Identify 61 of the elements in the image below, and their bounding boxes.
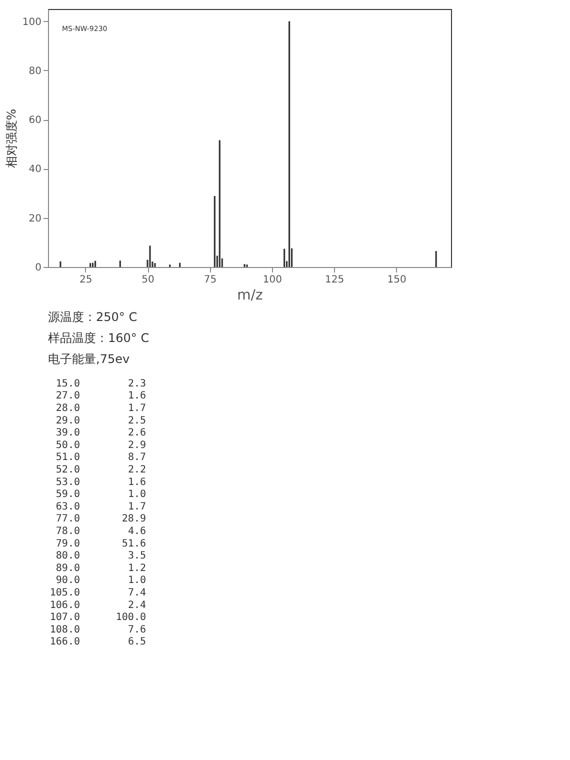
text: 4.6 (128, 526, 146, 538)
text: 28.0 (56, 403, 80, 414)
text: 2.4 (128, 600, 146, 611)
x-tick-label: 50 (142, 274, 154, 286)
text: 90.0 (56, 575, 80, 586)
text: 107.0 (50, 612, 80, 624)
x-tick-label: 125 (325, 274, 344, 286)
text: 1.7 (128, 403, 146, 414)
text: 1.0 (128, 575, 146, 586)
x-tick-label: 25 (79, 274, 92, 286)
text: 1.7 (128, 501, 146, 512)
text: 50.0 (56, 440, 80, 451)
text: 2.9 (128, 440, 146, 451)
y-axis-title: 相对强度% (4, 108, 18, 168)
y-tick-label: 20 (28, 213, 42, 224)
y-tick-label: 40 (28, 164, 42, 176)
text: 63.0 (56, 501, 80, 512)
text: 52.0 (56, 464, 80, 476)
text: 78.0 (56, 526, 80, 538)
text: 27.0 (56, 390, 80, 402)
text: 1.2 (128, 562, 146, 574)
text: 59.0 (56, 489, 80, 500)
x-tick-label: 100 (262, 274, 282, 286)
text: 15.0 (56, 378, 80, 390)
text: 77.0 (56, 514, 80, 525)
text: 39.0 (56, 428, 80, 439)
x-tick-label: 75 (204, 274, 217, 286)
text: 1.6 (128, 476, 146, 488)
text: 53.0 (56, 476, 80, 488)
text: 2.3 (128, 378, 146, 390)
text: 79.0 (56, 538, 80, 550)
text: 8.7 (128, 452, 146, 464)
text: 105.0 (50, 588, 80, 599)
text: 28.9 (122, 514, 146, 525)
text: 29.0 (56, 415, 80, 426)
text: 6.5 (128, 636, 146, 648)
text: 7.4 (128, 588, 146, 599)
text: 108.0 (50, 624, 80, 636)
x-axis-title: m/z (237, 288, 263, 304)
y-tick-label: 80 (28, 66, 42, 77)
text: 106.0 (50, 600, 80, 611)
text: 80.0 (56, 550, 80, 562)
x-tick-label: 150 (387, 274, 406, 286)
text: 51.6 (122, 538, 146, 550)
text: 89.0 (56, 562, 80, 574)
text: 166.0 (50, 636, 80, 648)
text: 1.6 (128, 390, 146, 402)
text: 样品温度：160° C (48, 330, 150, 345)
y-tick-label: 60 (28, 115, 42, 126)
text: 2.5 (128, 415, 146, 426)
text: 2.2 (128, 464, 146, 476)
text: 3.5 (128, 550, 146, 562)
text: 2.6 (128, 428, 146, 439)
y-tick-label: 0 (35, 262, 42, 274)
text: 51.0 (56, 452, 80, 464)
text: 电子能量,75ev (48, 352, 130, 366)
text: 7.6 (128, 624, 146, 636)
y-tick-label: 100 (22, 16, 42, 28)
text: 100.0 (116, 612, 146, 624)
text: 源温度：250° C (48, 310, 138, 324)
text: 1.0 (128, 489, 146, 500)
